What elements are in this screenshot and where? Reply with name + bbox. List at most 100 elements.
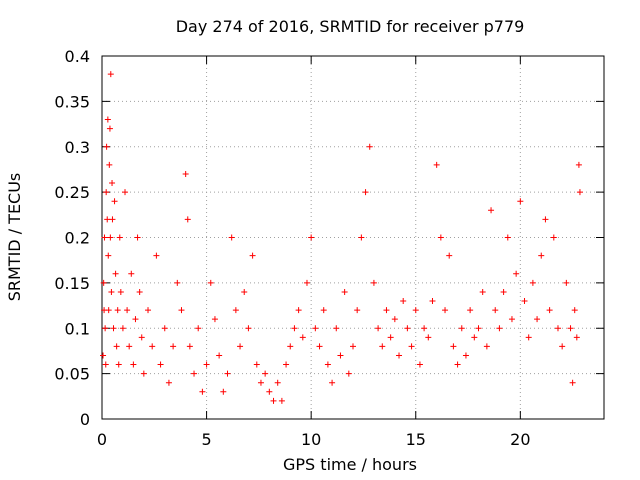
- data-point: [500, 288, 507, 295]
- data-point: [138, 334, 145, 341]
- data-point: [153, 252, 160, 259]
- data-point: [521, 298, 528, 305]
- data-point: [429, 298, 436, 305]
- data-point: [563, 279, 570, 286]
- data-point: [237, 343, 244, 350]
- data-point: [400, 298, 407, 305]
- data-point: [109, 216, 116, 223]
- data-point: [308, 234, 315, 241]
- data-point: [370, 279, 377, 286]
- data-point: [446, 252, 453, 259]
- x-tick-label: 10: [301, 430, 321, 449]
- data-point: [186, 343, 193, 350]
- data-point: [165, 379, 172, 386]
- data-point: [303, 279, 310, 286]
- data-point: [567, 325, 574, 332]
- data-point: [114, 307, 121, 314]
- y-tick-label: 0.35: [54, 92, 90, 111]
- data-point: [253, 361, 260, 368]
- data-point: [182, 170, 189, 177]
- data-point: [366, 143, 373, 150]
- data-point: [128, 270, 135, 277]
- x-axis-label: GPS time / hours: [283, 455, 417, 474]
- data-point: [112, 270, 119, 277]
- axis-ticks: 0 0.05 0.1 0.15 0.2 0.25 0.3 0.35 0.4 0 5 10 15 20: [54, 47, 604, 449]
- y-tick-label: 0: [80, 410, 90, 429]
- data-point: [130, 361, 137, 368]
- data-point: [504, 234, 511, 241]
- x-tick-label: 5: [201, 430, 211, 449]
- data-point: [408, 343, 415, 350]
- data-point: [149, 343, 156, 350]
- data-point: [467, 307, 474, 314]
- y-tick-label: 0.15: [54, 274, 90, 293]
- data-point: [140, 370, 147, 377]
- data-point: [161, 325, 168, 332]
- data-point: [108, 288, 115, 295]
- data-point: [199, 388, 206, 395]
- data-point: [178, 307, 185, 314]
- data-point: [379, 343, 386, 350]
- data-point: [105, 307, 112, 314]
- data-point: [324, 361, 331, 368]
- data-point: [573, 334, 580, 341]
- data-point: [101, 234, 108, 241]
- data-point: [412, 307, 419, 314]
- data-point: [362, 189, 369, 196]
- data-point: [316, 343, 323, 350]
- data-point: [569, 379, 576, 386]
- data-point: [450, 343, 457, 350]
- data-point: [102, 325, 109, 332]
- data-point: [134, 234, 141, 241]
- y-tick-label: 0.3: [65, 138, 90, 157]
- data-point: [559, 343, 566, 350]
- data-point: [496, 325, 503, 332]
- data-point: [354, 307, 361, 314]
- data-point: [203, 361, 210, 368]
- data-point: [416, 361, 423, 368]
- data-point: [103, 189, 110, 196]
- data-point: [333, 325, 340, 332]
- chart-title: Day 274 of 2016, SRMTID for receiver p77…: [176, 17, 525, 36]
- data-point: [454, 361, 461, 368]
- data-point: [283, 361, 290, 368]
- data-point: [488, 207, 495, 214]
- data-point: [262, 370, 269, 377]
- data-point: [216, 352, 223, 359]
- data-point: [117, 288, 124, 295]
- data-point: [157, 361, 164, 368]
- data-point: [542, 216, 549, 223]
- data-point: [396, 352, 403, 359]
- x-tick-label: 15: [406, 430, 426, 449]
- data-point: [241, 288, 248, 295]
- data-point: [119, 325, 126, 332]
- data-point: [249, 252, 256, 259]
- data-point: [320, 307, 327, 314]
- data-point: [257, 379, 264, 386]
- data-point: [116, 234, 123, 241]
- data-point: [278, 397, 285, 404]
- data-point: [391, 316, 398, 323]
- data-point: [110, 325, 117, 332]
- data-point: [329, 379, 336, 386]
- data-point: [111, 198, 118, 205]
- data-point: [274, 379, 281, 386]
- data-point: [232, 307, 239, 314]
- data-point: [525, 334, 532, 341]
- data-point: [106, 161, 113, 168]
- data-point: [508, 316, 515, 323]
- data-point: [575, 161, 582, 168]
- data-point: [462, 352, 469, 359]
- data-point: [184, 216, 191, 223]
- data-point: [404, 325, 411, 332]
- data-point: [475, 325, 482, 332]
- data-point: [122, 189, 129, 196]
- data-point: [107, 234, 114, 241]
- data-point: [270, 397, 277, 404]
- data-point: [546, 307, 553, 314]
- data-point: [291, 325, 298, 332]
- data-point: [113, 343, 120, 350]
- data-point: [126, 343, 133, 350]
- data-point: [295, 307, 302, 314]
- data-point: [554, 325, 561, 332]
